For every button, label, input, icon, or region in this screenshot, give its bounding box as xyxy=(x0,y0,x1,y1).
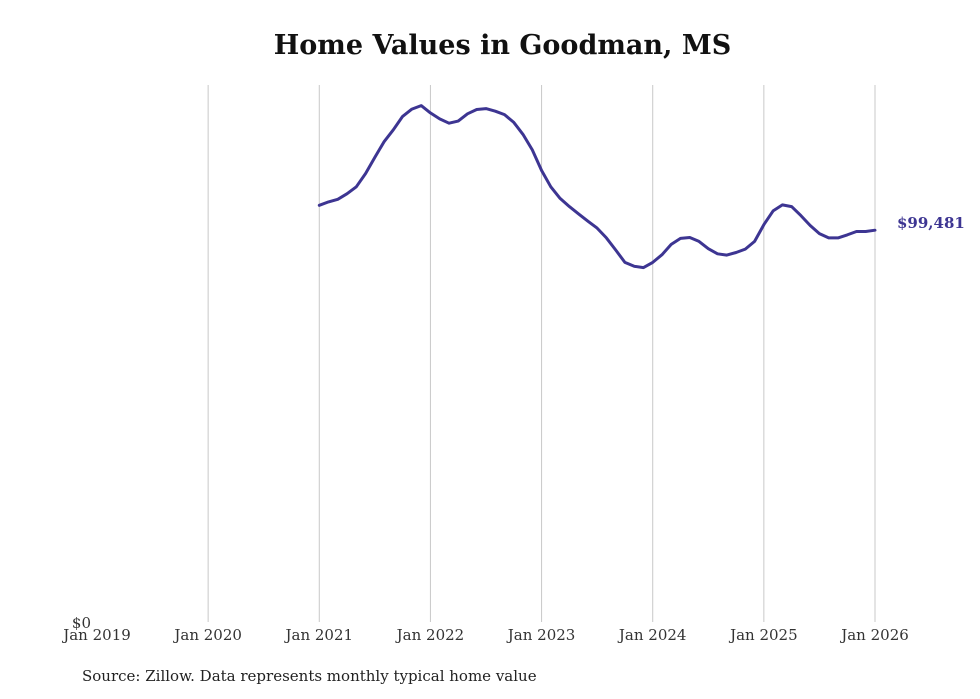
x-tick-label: Jan 2026 xyxy=(839,626,909,644)
chart-title: Home Values in Goodman, MS xyxy=(273,30,732,61)
y-tick-label: $0 xyxy=(72,614,91,632)
x-tick-label: Jan 2025 xyxy=(728,626,798,644)
x-tick-label: Jan 2022 xyxy=(395,626,465,644)
end-value-label: $99,481 xyxy=(897,214,965,232)
series-line xyxy=(317,104,877,270)
source-note: Source: Zillow. Data represents monthly … xyxy=(82,667,537,685)
x-axis: Jan 2019 Jan 2020 Jan 2021 Jan 2022 Jan 2023… xyxy=(61,626,909,644)
x-tick-label: Jan 2020 xyxy=(172,626,242,644)
x-tick-label: Jan 2024 xyxy=(617,626,687,644)
x-tick-label: Jan 2023 xyxy=(506,626,576,644)
x-tick-label: Jan 2019 xyxy=(61,626,131,644)
series-layer: $99,481 xyxy=(317,104,965,270)
x-tick-label: Jan 2021 xyxy=(284,626,354,644)
gridlines xyxy=(207,85,876,622)
